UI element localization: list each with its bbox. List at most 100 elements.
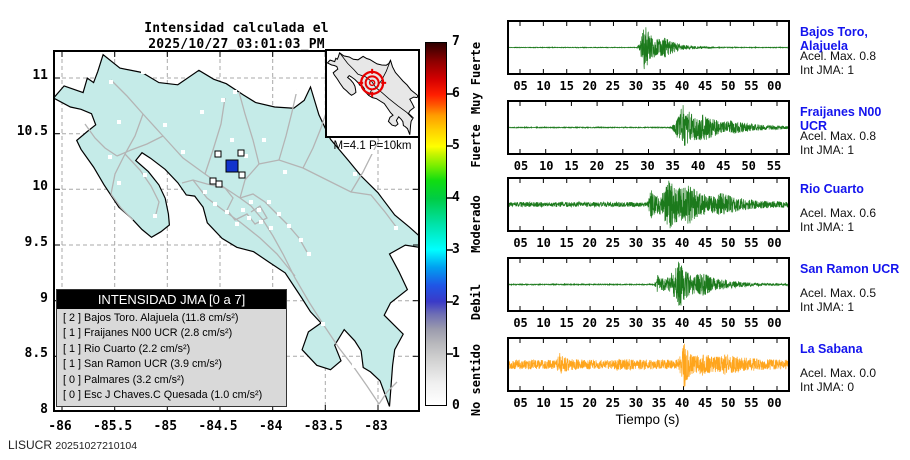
time-tick-label: 25	[605, 236, 621, 250]
time-tick-label: 40	[674, 236, 690, 250]
time-tick-label: 30	[628, 396, 644, 410]
station-marker	[394, 226, 398, 230]
time-tick-label: 15	[564, 159, 579, 173]
road	[238, 91, 260, 165]
y-axis-label: 10	[32, 179, 48, 195]
time-tick-label: 45	[716, 159, 731, 173]
time-tick-label: 00	[767, 316, 782, 330]
time-tick-label: 50	[741, 159, 756, 173]
time-ticks: 05 10 15 20 25 30 35 40 45 50 55	[509, 159, 786, 173]
costa-rica-landmass	[55, 53, 418, 407]
time-tick-label: 25	[614, 159, 630, 173]
x-axis-label: -86	[48, 419, 72, 434]
colorbar-number: 1	[452, 346, 460, 361]
map-svg	[55, 52, 418, 410]
time-tick-label: 55	[766, 159, 782, 173]
station-marker	[163, 123, 167, 127]
time-tick-label: 05	[513, 396, 528, 410]
time-ticks: 05 10 15 20 25 30 35 40 45 50 55 00	[509, 316, 786, 330]
road	[224, 187, 268, 225]
time-tick-label: 35	[651, 236, 667, 250]
time-tick-label: 30	[628, 236, 644, 250]
time-tick-label: 30	[640, 159, 655, 173]
colorbar-number: 7	[452, 34, 460, 49]
road	[204, 97, 226, 175]
station-marker	[90, 58, 94, 62]
time-tick-label: 45	[697, 79, 713, 93]
intensity-jma: Int JMA: 1	[800, 63, 855, 77]
time-tick-label: 20	[589, 159, 605, 173]
seismogram-panel-san-ramon	[507, 257, 790, 312]
station-marker	[221, 98, 225, 102]
station-marker	[181, 150, 185, 154]
station-marker	[241, 208, 245, 212]
colorbar-number: 5	[452, 138, 460, 153]
colorbar-category-label: Fuerte	[469, 124, 483, 168]
legend-row: [ 1 ] Rio Cuarto (2.2 cm/s²)	[63, 342, 191, 355]
acceleration-max: Acel. Max. 0.0	[800, 366, 877, 380]
time-tick-label: 30	[628, 316, 644, 330]
y-axis-label: 10.5	[16, 123, 48, 139]
acceleration-max: Acel. Max. 0.8	[800, 49, 877, 63]
intensity-colorbar	[425, 42, 447, 406]
y-axis-label: 11	[32, 68, 48, 83]
station-marker	[170, 72, 174, 76]
legend-row: [ 1 ] Fraijanes N00 UCR (2.8 cm/s²)	[63, 327, 233, 340]
time-tick-label: 25	[605, 79, 621, 93]
station-marker	[257, 208, 261, 212]
station-name: Fraijanes N00 UCR	[800, 105, 882, 133]
station-marker	[371, 150, 375, 154]
waveform-trace	[508, 180, 789, 229]
time-tick-label: 35	[651, 396, 667, 410]
y-axis-label: 8	[40, 402, 48, 417]
colorbar-category-label: No sentido	[469, 343, 483, 417]
x-axis-label: -84	[258, 419, 283, 434]
station-marker	[235, 222, 239, 226]
legend-row: [ 2 ] Bajos Toro. Alajuela (11.8 cm/s²)	[63, 312, 239, 324]
footer-id: LISUCR 20251027210104	[8, 438, 137, 452]
acceleration-max: Acel. Max. 0.5	[800, 286, 877, 300]
magnitude-depth-label: M=4.1 P=10km	[333, 140, 412, 152]
province-boundary	[339, 52, 359, 75]
intensity-jma: Int JMA: 1	[800, 143, 855, 157]
station-marker	[203, 190, 207, 194]
road	[124, 153, 160, 219]
x-axis-label: -85	[153, 419, 178, 434]
station-marker	[259, 220, 263, 224]
road	[84, 123, 118, 157]
time-tick-label: 55	[744, 396, 759, 410]
time-tick-label: 50	[721, 236, 736, 250]
run-id: 20251027210104	[55, 440, 138, 452]
station-marker	[141, 70, 145, 74]
time-tick-label: 35	[665, 159, 680, 173]
station-name: La Sabana	[800, 342, 863, 356]
seismogram-panel-rio-cuarto	[507, 177, 790, 232]
time-tick-label: 20	[582, 236, 597, 250]
time-tick-label: 45	[697, 236, 713, 250]
waveform-trace	[508, 261, 789, 306]
station-name: Rio Cuarto	[800, 182, 864, 196]
time-tick-label: 05	[513, 79, 528, 93]
road	[278, 89, 298, 161]
station-marker	[299, 238, 303, 242]
colorbar-number: 0	[452, 398, 460, 413]
road	[192, 179, 296, 277]
time-tick-label: 15	[559, 236, 574, 250]
reported-station-marker	[214, 150, 222, 158]
station-marker	[353, 172, 357, 176]
station-marker	[262, 138, 266, 142]
reported-station-marker	[209, 177, 217, 185]
intensity-legend: INTENSIDAD JMA [0 a 7] [ 2 ] Bajos Toro.…	[56, 289, 287, 408]
acceleration-max: Acel. Max. 0.8	[800, 129, 877, 143]
time-ticks: 05 10 15 20 25 30 35 40 45 50 55 00	[509, 236, 786, 250]
station-marker	[143, 173, 147, 177]
time-tick-label: 10	[539, 159, 554, 173]
epicenter-ring	[364, 75, 380, 91]
intensity-jma: Int JMA: 1	[800, 220, 855, 234]
road	[378, 381, 398, 405]
y-axis-label: 8.5	[24, 346, 48, 362]
seismogram-panel-bajos-toro	[507, 20, 790, 75]
station-marker	[295, 90, 299, 94]
seismogram-panel-la-sabana	[507, 337, 790, 392]
